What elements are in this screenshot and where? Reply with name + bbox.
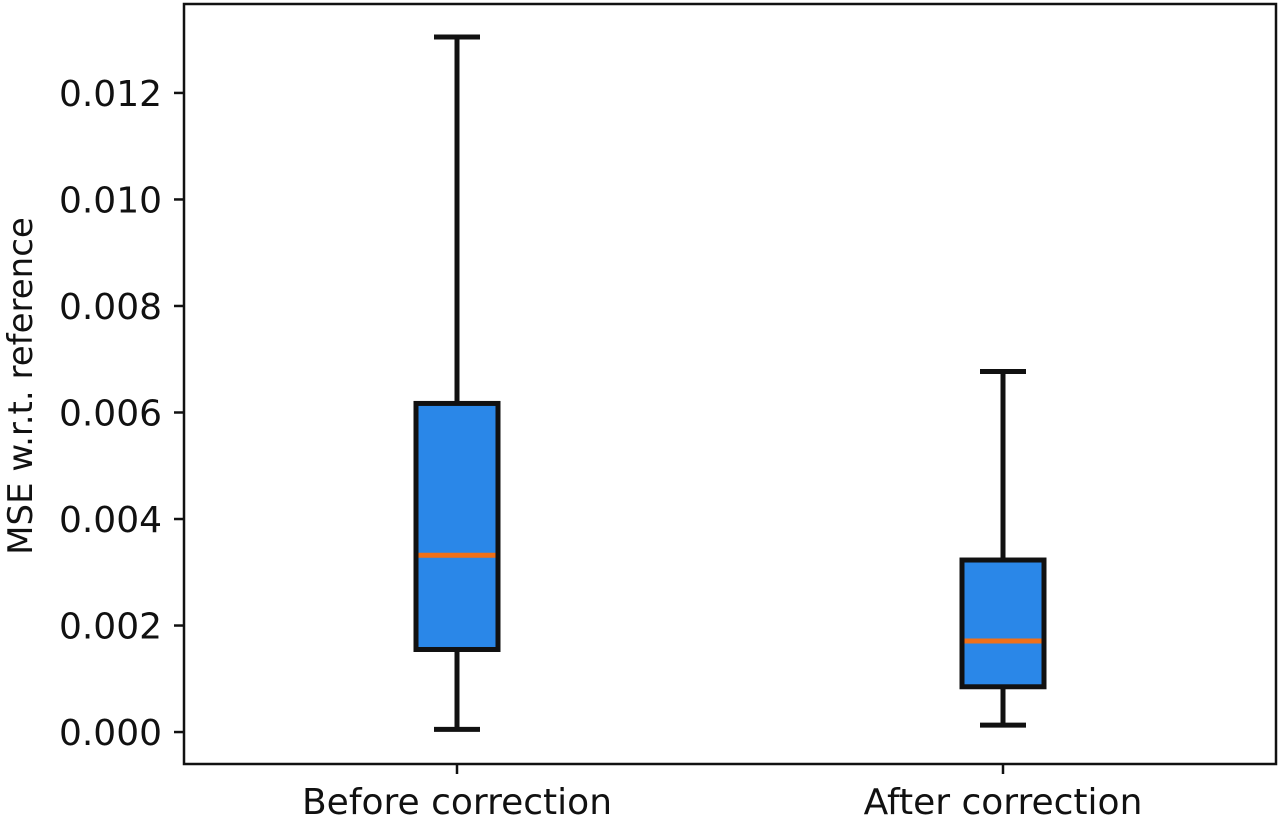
y-axis-label: MSE w.r.t. reference xyxy=(1,217,41,555)
y-tick-label: 0.000 xyxy=(59,713,162,754)
iqr-box xyxy=(413,400,501,652)
plot-marks xyxy=(413,34,1047,732)
y-tick-label: 0.008 xyxy=(59,287,162,328)
x-tick-label: Before correction xyxy=(302,782,612,817)
y-tick-label: 0.012 xyxy=(59,74,162,115)
iqr-box xyxy=(959,557,1047,690)
y-tick-label: 0.004 xyxy=(59,500,162,541)
box-before-correction xyxy=(413,34,501,732)
y-axis: 0.000 0.002 0.004 0.006 0.008 0.010 0.012 xyxy=(59,74,184,754)
y-tick-label: 0.010 xyxy=(59,180,162,221)
y-tick-label: 0.002 xyxy=(59,607,162,648)
box-after-correction xyxy=(959,368,1047,728)
plot-frame xyxy=(182,2,1278,766)
x-axis: Before correction After correction xyxy=(302,764,1142,817)
x-tick-label: After correction xyxy=(864,782,1143,817)
y-tick-label: 0.006 xyxy=(59,393,162,434)
